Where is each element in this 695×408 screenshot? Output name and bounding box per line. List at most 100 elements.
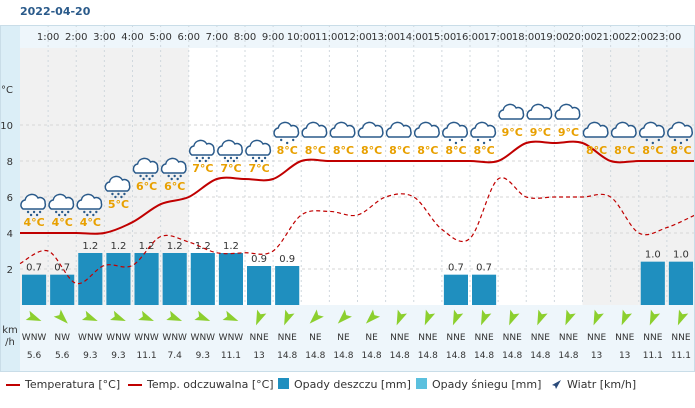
x-tick-label-14: 15:00 (427, 32, 456, 43)
rain-label-4: 1.2 (139, 241, 155, 252)
rain-label-3: 1.2 (110, 241, 126, 252)
feels-like-line (19, 177, 695, 285)
wind-arrow-icon-0 (25, 310, 42, 322)
x-tick-label-9: 10:00 (287, 32, 316, 43)
weather-chart: 2 4 6 8 10 °C 1:00 2:00 3:00 4:00 5:00 6:00 7:00 8:00… (0, 25, 695, 372)
legend-label-temperature: Temperatura [°C] (25, 378, 121, 391)
cloud-icon-10 (301, 121, 328, 138)
wind-speed-19: 14.8 (558, 351, 578, 361)
temp-label-5: 6°C (164, 180, 185, 193)
rain-bar-5 (162, 253, 187, 305)
cloud-drizzle-icon-23 (667, 121, 694, 145)
y-tick-label-1: 4 (7, 229, 13, 240)
legend-label-rain: Opady deszczu [mm] (294, 378, 411, 391)
legend-label-wind: Wiatr [km/h] (567, 378, 637, 391)
cloud-icon-12 (357, 121, 384, 138)
rain-label-1: 0.7 (54, 263, 70, 274)
cloud-icon-14 (413, 121, 440, 138)
x-tick-label-10: 11:00 (315, 32, 344, 43)
cloud-rain-icon-0 (20, 193, 47, 217)
legend: Temperatura [°C] Temp. odczuwalna [°C] O… (0, 372, 695, 408)
rain-label-23: 1.0 (673, 250, 689, 261)
wind-dir-12: NE (365, 333, 378, 343)
rain-bar-15 (443, 274, 468, 305)
x-tick-label-7: 8:00 (234, 32, 256, 43)
cloud-rain-icon-6 (188, 139, 215, 163)
wind-arrow-icon-10 (309, 309, 324, 324)
wind-dir-0: WNW (22, 333, 47, 343)
wind-speed-8: 13 (253, 351, 264, 361)
wind-arrow-icon-6 (194, 310, 211, 322)
temp-label-16: 8°C (473, 144, 494, 157)
temp-label-6: 7°C (192, 162, 213, 175)
rain-bar-4 (134, 253, 159, 305)
legend-item-wind: Wiatr [km/h] (550, 378, 636, 391)
rain-label-16: 0.7 (476, 263, 492, 274)
x-tick-label-18: 19:00 (540, 32, 569, 43)
rain-label-5: 1.2 (167, 241, 183, 252)
temp-label-12: 8°C (361, 144, 382, 157)
legend-item-feels-like: Temp. odczuwalna [°C] (128, 378, 274, 391)
x-tick-label-12: 13:00 (371, 32, 400, 43)
wind-speed-16: 14.8 (474, 351, 494, 361)
x-tick-label-4: 5:00 (149, 32, 171, 43)
x-tick-label-5: 6:00 (178, 32, 200, 43)
y-tick-label-2: 6 (7, 193, 13, 204)
rain-bar-0 (22, 274, 47, 305)
wind-dir-6: WNW (191, 333, 216, 343)
x-tick-label-13: 14:00 (399, 32, 428, 43)
temp-label-15: 8°C (445, 144, 466, 157)
wind-arrow-icon-15 (452, 309, 464, 326)
x-tick-label-22: 23:00 (652, 32, 681, 43)
wind-arrow-icon-12 (365, 309, 381, 324)
x-tick-label-8: 9:00 (262, 32, 284, 43)
wind-arrow-icon-22 (649, 309, 661, 326)
x-tick-label-2: 3:00 (93, 32, 115, 43)
temp-label-4: 6°C (136, 180, 157, 193)
wind-speed-21: 13 (619, 351, 630, 361)
night-shade-1 (48, 48, 77, 305)
wind-speed-12: 14.8 (362, 351, 382, 361)
x-tick-label-17: 18:00 (512, 32, 541, 43)
wind-dir-14: NNE (418, 333, 437, 343)
y-tick-label-0: 2 (7, 265, 13, 276)
wind-arrow-icon-21 (621, 309, 632, 326)
wind-arrow-icon-2 (81, 310, 98, 322)
rain-label-15: 0.7 (448, 263, 464, 274)
temp-label-11: 8°C (333, 144, 354, 157)
wind-arrow-icon-11 (337, 309, 352, 324)
temp-label-9: 8°C (277, 144, 298, 157)
cloud-rain-icon-1 (48, 193, 75, 217)
x-tick-label-1: 2:00 (65, 32, 87, 43)
temp-label-1: 4°C (52, 216, 73, 229)
night-shade-6 (582, 48, 611, 305)
cloud-rain-icon-7 (217, 139, 244, 163)
legend-swatch-feels-like (128, 384, 142, 386)
wind-arrow-icon-14 (424, 309, 436, 326)
temp-label-0: 4°C (23, 216, 44, 229)
rain-label-7: 1.2 (223, 241, 239, 252)
cloud-icon-18 (526, 103, 553, 120)
rain-bar-2 (78, 253, 103, 305)
wind-dir-9: NNE (278, 333, 297, 343)
cloud-icon-11 (329, 121, 356, 138)
wind-dir-16: NNE (474, 333, 493, 343)
cloud-drizzle-icon-9 (273, 121, 300, 145)
wind-arrow-icon-19 (565, 309, 576, 326)
legend-label-feels-like: Temp. odczuwalna [°C] (147, 378, 274, 391)
rain-bar-23 (668, 261, 693, 305)
rain-label-8: 0.9 (251, 254, 267, 265)
wind-speed-10: 14.8 (305, 351, 325, 361)
wind-speed-2: 9.3 (83, 351, 97, 361)
x-tick-label-0: 1:00 (37, 32, 59, 43)
night-shade-7 (610, 48, 639, 305)
wind-dir-8: NNE (249, 333, 268, 343)
wind-speed-14: 14.8 (418, 351, 438, 361)
temp-label-3: 5°C (108, 198, 129, 211)
wind-dir-18: NNE (531, 333, 550, 343)
rain-bar-3 (106, 253, 131, 305)
temp-label-7: 7°C (220, 162, 241, 175)
cloud-icon-20 (582, 121, 609, 138)
wind-dir-21: NNE (615, 333, 634, 343)
temp-label-19: 9°C (558, 126, 579, 139)
